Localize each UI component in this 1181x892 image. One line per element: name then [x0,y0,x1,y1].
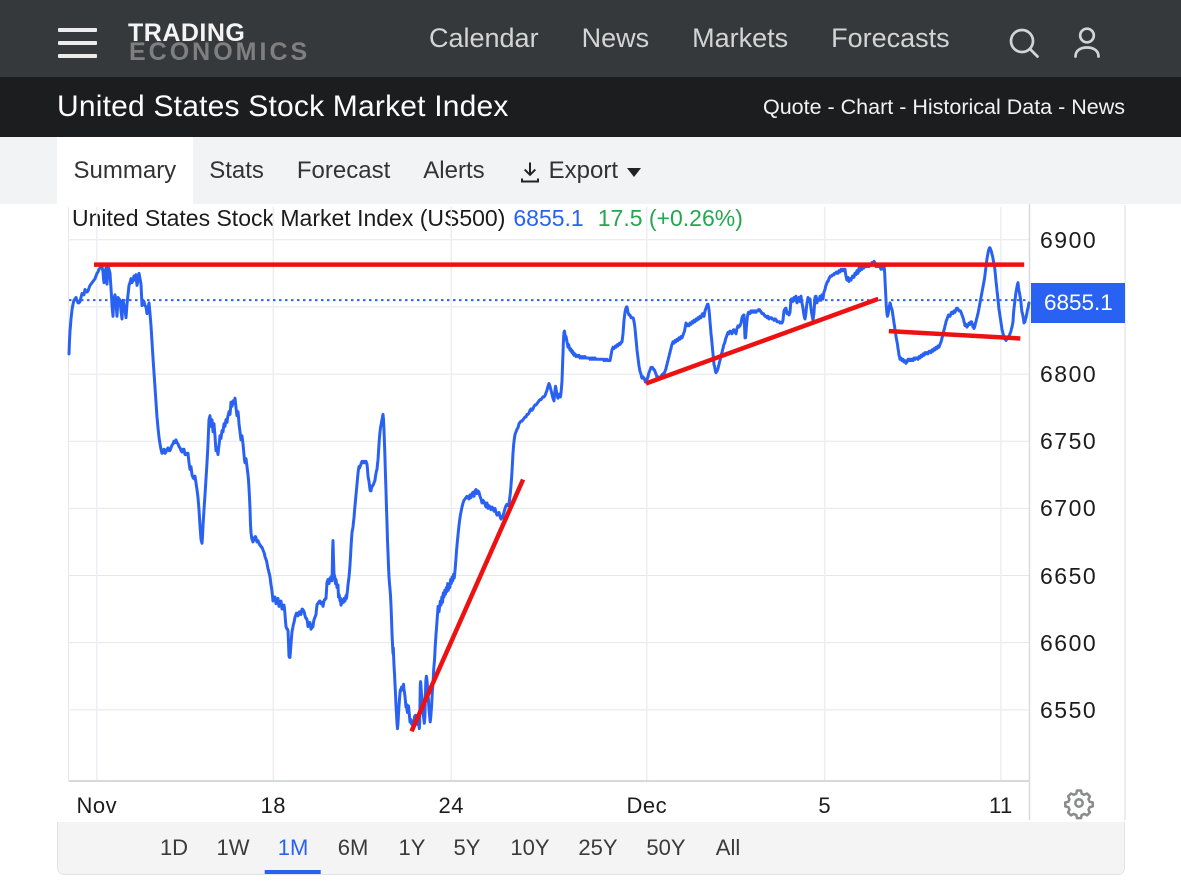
tab-label: Summary [73,156,177,184]
chart-title: United States Stock Market Index (US500) [72,205,506,231]
x-axis-label: 24 [438,793,464,818]
download-icon [520,162,539,182]
chart-area: United States Stock Market Index (US500)… [0,204,1181,824]
price-chart-plot[interactable] [0,204,1181,824]
top-navigation-bar: TRADING ECONOMICS Calendar News Markets For… [0,0,1181,77]
nav-item-news[interactable]: News [581,23,650,53]
x-axis-label: Nov [76,793,118,818]
y-axis-label: 6800 [1040,361,1098,388]
instrument-title-bar: United States Stock Market Index Quote -… [0,77,1181,137]
logo-line-economics: ECONOMICS [129,38,311,66]
chart-header: United States Stock Market Index (US500)… [72,205,743,232]
range-button-25y[interactable]: 25Y [578,835,618,860]
hamburger-bar [58,54,97,58]
x-axis-label: 18 [260,793,287,818]
user-account-button[interactable] [1071,27,1103,59]
trading-economics-logo[interactable]: TRADING ECONOMICS [127,0,347,77]
range-button-5y[interactable]: 5Y [453,835,481,860]
y-axis-label: 6550 [1040,696,1098,723]
x-axis-label: 11 [988,793,1013,818]
price-line-US500 [67,246,1031,731]
annotation-trend-line-trough [409,478,526,733]
tab-label: Alerts [423,156,485,184]
y-axis-label: 6900 [1040,226,1098,253]
tab-stats[interactable]: Stats [193,137,281,204]
tab-forecast[interactable]: Forecast [280,137,406,204]
range-button-50y[interactable]: 50Y [646,835,686,860]
gear-icon [1063,789,1095,820]
range-button-1d[interactable]: 1D [159,835,189,860]
range-button-1w[interactable]: 1W [216,835,250,860]
hamburger-bar [58,28,97,32]
user-icon [1074,27,1100,58]
tab-label: Stats [209,156,264,184]
range-button-6m[interactable]: 6M [337,835,369,860]
tab-label: Forecast [296,156,391,184]
chart-settings-button[interactable] [1062,786,1096,820]
tab-strip: Summary Stats Forecast Alerts Export [0,137,1181,204]
nav-item-markets[interactable]: Markets [692,23,789,53]
range-button-10y[interactable]: 10Y [510,835,550,860]
tab-export[interactable]: Export [501,137,657,204]
chart-last-price: 6855.1 [513,205,584,231]
y-axis-label: 6600 [1040,629,1098,656]
tab-summary[interactable]: Summary [57,137,193,204]
annotation-trend-line-right [888,328,1021,341]
chevron-down-icon [627,167,641,177]
range-button-all[interactable]: All [715,835,741,860]
menu-hamburger-icon[interactable] [58,27,97,60]
page-title: United States Stock Market Index [57,90,509,123]
logo-line-trading: TRADING [128,19,246,47]
range-button-1m[interactable]: 1M [265,822,321,874]
y-axis-label: 6700 [1040,495,1098,522]
tab-alerts[interactable]: Alerts [407,137,501,204]
nav-item-forecasts[interactable]: Forecasts [831,23,950,53]
y-axis-label: 6650 [1040,562,1098,589]
range-button-1y[interactable]: 1Y [398,835,426,860]
hamburger-bar [58,41,97,45]
search-button[interactable] [1007,27,1039,59]
current-price-tag: 6855.1 [1031,282,1125,323]
quote-links[interactable]: Quote - Chart - Historical Data - News [762,94,1125,119]
range-buttons: 1D 1W 1M 6M 1Y 5Y 10Y 25Y 50Y All [58,822,1124,874]
x-axis-label: Dec [626,793,668,818]
range-selector-bar: 1D 1W 1M 6M 1Y 5Y 10Y 25Y 50Y All [57,822,1125,875]
chart-change: 17.5 (+0.26%) [597,205,743,231]
search-icon [1009,28,1039,58]
y-axis-label: 6750 [1040,428,1098,455]
nav-item-calendar[interactable]: Calendar [429,23,539,53]
tab-label: Export [548,156,618,184]
x-axis-label: 5 [818,793,832,818]
active-range-underline [265,870,321,874]
annotation-trend-line-december [645,296,880,386]
main-menu: Calendar News Markets Forecasts [429,0,950,77]
tab-row: Summary Stats Forecast Alerts Export [57,137,658,204]
